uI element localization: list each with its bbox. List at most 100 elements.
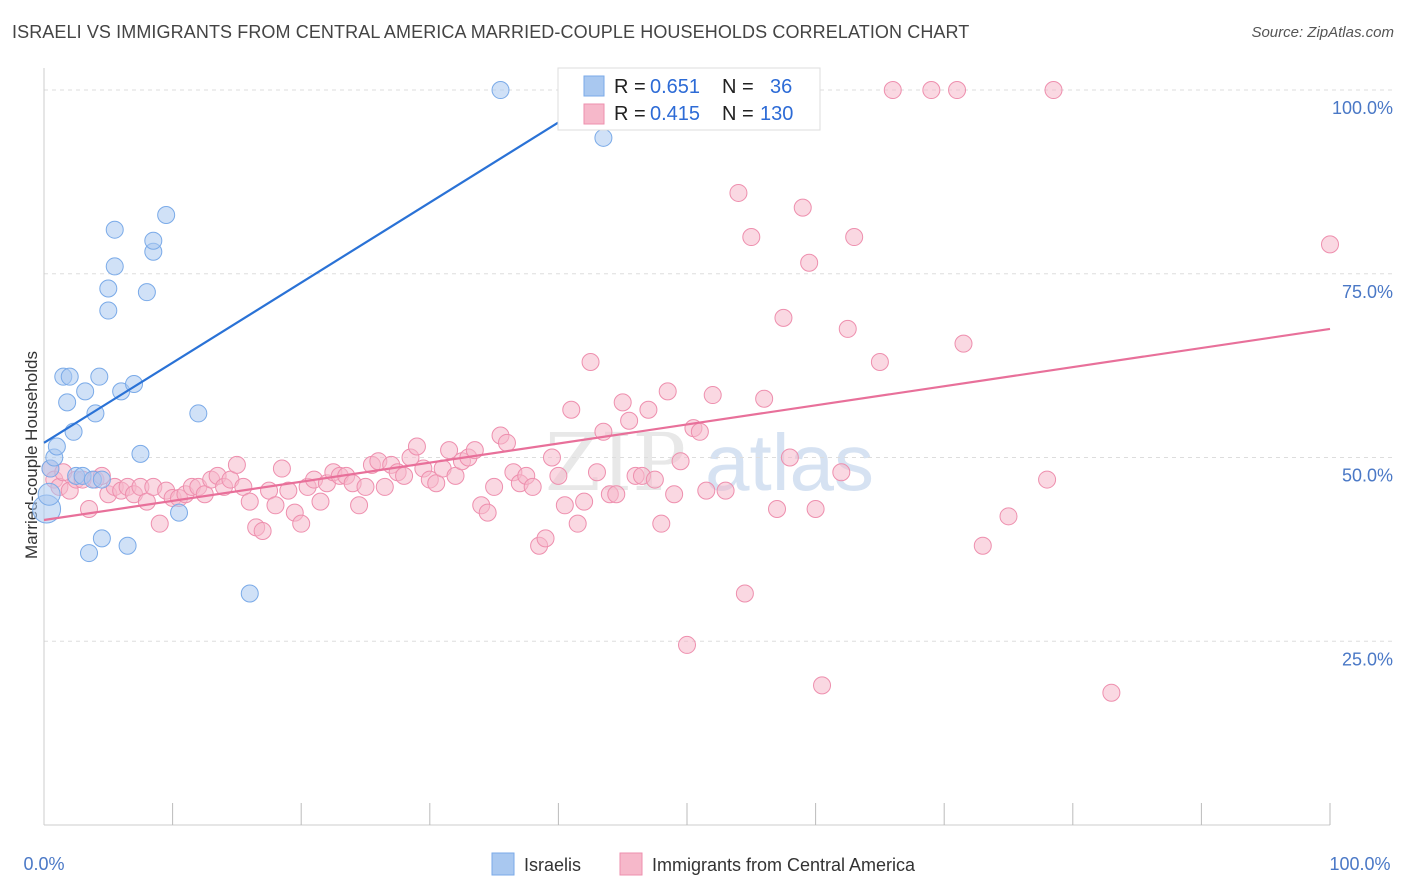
immigrants-point xyxy=(536,529,555,548)
immigrants-point xyxy=(948,81,967,100)
israelis-point xyxy=(60,367,79,386)
legend-r-label-2: R = xyxy=(614,103,646,125)
immigrants-point xyxy=(690,422,709,441)
israelis-point xyxy=(80,544,99,563)
legend-bottom-label-immigrants: Immigrants from Central America xyxy=(652,855,916,875)
immigrants-point xyxy=(838,319,857,338)
legend-r-label-1: R = xyxy=(614,76,646,98)
immigrants-point xyxy=(999,507,1018,526)
immigrants-point xyxy=(703,386,722,405)
legend-n-value-1: 36 xyxy=(770,76,792,98)
immigrants-point xyxy=(735,584,754,603)
immigrants-point xyxy=(845,228,864,247)
immigrants-point xyxy=(555,496,574,515)
legend-top: R = 0.651 N = 36 R = 0.415 N = 130 xyxy=(557,67,821,131)
immigrants-point xyxy=(549,466,568,485)
immigrants-point xyxy=(523,477,542,496)
immigrants-point xyxy=(568,514,587,533)
y-axis-label: Married-couple Households xyxy=(22,351,41,559)
immigrants-point xyxy=(497,433,516,452)
x-ticks xyxy=(172,803,1331,825)
israelis-point xyxy=(189,404,208,423)
immigrants-point xyxy=(562,400,581,419)
israelis-point xyxy=(92,529,111,548)
immigrants-point xyxy=(356,477,375,496)
legend-n-value-2: 130 xyxy=(760,103,793,125)
y-tick-labels: 25.0% 50.0% 75.0% 100.0% xyxy=(1332,98,1393,669)
israelis-point xyxy=(170,503,189,522)
immigrants-point xyxy=(678,635,696,654)
immigrants-point xyxy=(575,492,594,511)
israelis-point xyxy=(118,536,137,555)
x-tick-label-min: 0.0% xyxy=(23,854,64,874)
immigrants-point xyxy=(800,253,819,272)
immigrants-point xyxy=(639,400,658,419)
immigrants-point xyxy=(272,459,291,478)
immigrants-point xyxy=(697,481,716,500)
trend-line-immigrants xyxy=(43,327,1331,522)
israelis-point xyxy=(105,257,124,276)
immigrants-point xyxy=(774,308,793,327)
legend-r-value-1: 0.651 xyxy=(650,76,700,98)
immigrants-point xyxy=(652,514,671,533)
immigrants-point xyxy=(407,437,426,456)
immigrants-point xyxy=(240,492,259,511)
immigrants-point xyxy=(645,470,664,489)
immigrants-point xyxy=(581,352,600,371)
x-tick-label-max: 100.0% xyxy=(1329,854,1390,874)
immigrants-point xyxy=(1044,81,1063,100)
immigrants-point xyxy=(1038,470,1057,489)
immigrants-point xyxy=(292,514,311,533)
immigrants-point xyxy=(587,463,606,482)
series-immigrants-central-america xyxy=(41,81,1339,702)
legend-bottom: Israelis Immigrants from Central America xyxy=(491,852,916,876)
israelis-point xyxy=(58,393,77,412)
immigrants-point xyxy=(311,492,330,511)
immigrants-point xyxy=(613,393,632,412)
israelis-point xyxy=(76,382,95,401)
legend-n-label-2: N = xyxy=(722,103,754,125)
israelis-point xyxy=(47,437,66,456)
immigrants-point xyxy=(350,496,369,515)
legend-n-label-1: N = xyxy=(722,76,754,98)
immigrants-point xyxy=(883,81,902,100)
immigrants-point xyxy=(780,448,799,467)
immigrants-point xyxy=(922,81,941,100)
immigrants-point xyxy=(870,352,889,371)
trend-lines xyxy=(43,85,1331,522)
y-tick-label: 100.0% xyxy=(1332,98,1393,118)
trend-line-israelis xyxy=(43,85,617,444)
immigrants-point xyxy=(729,183,748,202)
legend-bottom-swatch-israelis xyxy=(491,852,515,876)
immigrants-point xyxy=(1102,683,1121,702)
immigrants-point xyxy=(150,514,169,533)
israelis-point xyxy=(99,279,118,298)
israelis-point xyxy=(491,81,510,100)
immigrants-point xyxy=(542,448,561,467)
immigrants-point xyxy=(375,477,394,496)
immigrants-point xyxy=(832,463,851,482)
legend-bottom-label-israelis: Israelis xyxy=(524,855,581,875)
legend-swatch-immigrants xyxy=(583,103,605,125)
immigrants-point xyxy=(742,228,761,247)
immigrants-point xyxy=(440,441,459,460)
source-label: Source: ZipAtlas.com xyxy=(1251,24,1394,41)
israelis-point xyxy=(144,231,163,250)
israelis-point xyxy=(92,470,111,489)
axes xyxy=(43,68,1330,826)
israelis-point xyxy=(137,283,156,302)
immigrants-point xyxy=(279,481,298,500)
immigrants-point xyxy=(253,522,272,541)
immigrants-point xyxy=(806,499,825,518)
immigrants-point xyxy=(620,411,639,430)
series-israelis xyxy=(32,81,626,603)
israelis-point xyxy=(594,128,613,147)
israelis-point xyxy=(131,444,150,463)
legend-swatch-israelis xyxy=(583,75,605,97)
gridlines xyxy=(44,89,1395,642)
immigrants-point xyxy=(658,382,677,401)
y-tick-label: 50.0% xyxy=(1342,466,1393,486)
immigrants-point xyxy=(973,536,992,555)
legend-r-value-2: 0.415 xyxy=(650,103,700,125)
